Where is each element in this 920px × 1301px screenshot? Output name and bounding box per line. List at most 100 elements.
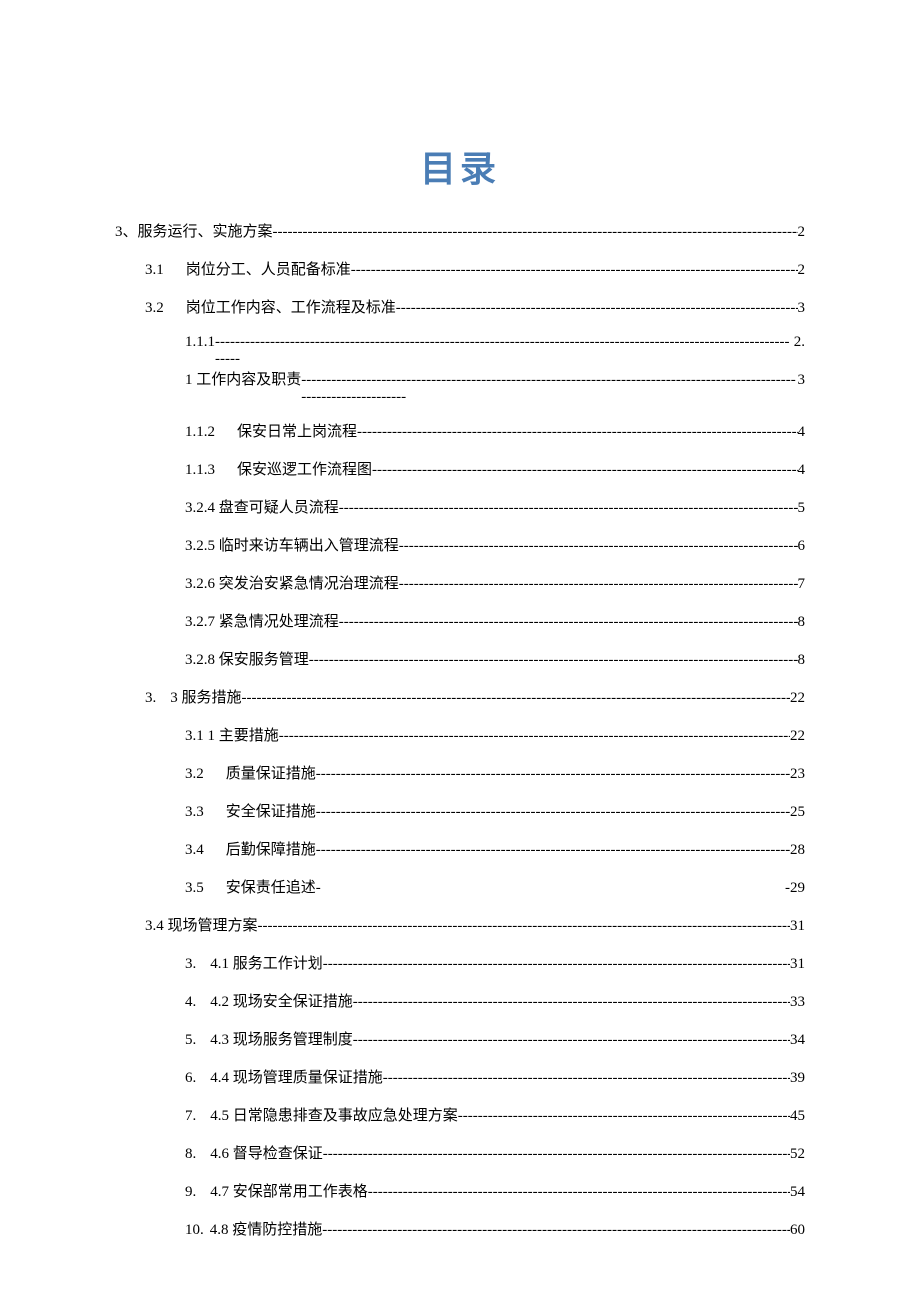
toc-entry-number: 3.1 <box>145 262 164 278</box>
toc-entry: 10.4.8 疫情防控措施 60 <box>115 1218 805 1242</box>
toc-entry-page: -29 <box>785 876 805 900</box>
toc-entry-page: 39 <box>790 1066 805 1090</box>
toc-entry-label: 3.2岗位工作内容、工作流程及标准 <box>145 296 396 320</box>
toc-entry-number: 3. <box>185 956 196 972</box>
toc-leader <box>242 686 790 710</box>
toc-entry-label: 6.4.4 现场管理质量保证措施 <box>185 1066 383 1090</box>
toc-leader <box>357 420 797 444</box>
toc-entry: 1.1.3保安巡逻工作流程图 4 <box>115 458 805 482</box>
toc-entry-label: 3.4后勤保障措施 <box>185 838 316 862</box>
toc-leader <box>396 296 798 320</box>
toc-leader <box>399 572 798 596</box>
toc-leader <box>258 914 790 938</box>
toc-leader <box>399 534 798 558</box>
toc-entry-page: 2 <box>798 220 806 244</box>
toc-entry-label: 4.4.2 现场安全保证措施 <box>185 990 353 1014</box>
toc-leader <box>322 1218 790 1242</box>
toc-leader <box>309 648 798 672</box>
toc-entry-page: 28 <box>790 838 805 862</box>
toc-entry: 3.2岗位工作内容、工作流程及标准 3 <box>115 296 805 320</box>
toc-entry-label: 3.2.4 盘查可疑人员流程 <box>185 496 339 520</box>
toc-leader <box>353 990 790 1014</box>
toc-entry: 3、服务运行、实施方案 2 <box>115 220 805 244</box>
toc-leader <box>368 1180 790 1204</box>
toc-leader <box>279 724 790 748</box>
toc-entry-label: 8.4.6 督导检查保证 <box>185 1142 323 1166</box>
toc-entry: 3.1 1 主要措施 22 <box>115 724 805 748</box>
toc-entry-number: 3.2 <box>145 300 164 316</box>
toc-entry: 3.4 现场管理方案 31 <box>115 914 805 938</box>
toc-entry-number: 3.2 <box>185 766 204 782</box>
toc-entry-number: 9. <box>185 1184 196 1200</box>
toc-leader <box>301 372 797 406</box>
toc-entry-label: 9.4.7 安保部常用工作表格 <box>185 1180 368 1204</box>
toc-entry: 3.4后勤保障措施 28 <box>115 838 805 862</box>
toc-entry: 3.3安全保证措施 25 <box>115 800 805 824</box>
toc-entry: 3.1岗位分工、人员配备标准 2 <box>115 258 805 282</box>
toc-entry-page: 31 <box>790 914 805 938</box>
toc-entry-page: 22 <box>790 724 805 748</box>
toc-leader <box>339 496 798 520</box>
toc-entry-page: 54 <box>790 1180 805 1204</box>
toc-entry-number: 4. <box>185 994 196 1010</box>
toc-entry-label: 3.2.8 保安服务管理 <box>185 648 309 672</box>
toc-entry-label: 3.5安保责任追述- <box>185 876 321 900</box>
toc-leader <box>316 762 790 786</box>
toc-entry-number: 3.3 <box>185 804 204 820</box>
toc-entry-page: 6 <box>798 534 806 558</box>
toc-entry-page: 52 <box>790 1142 805 1166</box>
toc-entry: 3.2.4 盘查可疑人员流程 5 <box>115 496 805 520</box>
toc-entry-label: 3.3安全保证措施 <box>185 800 316 824</box>
toc-entry-number: 10. <box>185 1222 204 1238</box>
toc-entry-label: 1.1.2保安日常上岗流程 <box>185 420 357 444</box>
toc-leader <box>273 220 798 244</box>
toc-entry-page: 3 <box>798 372 806 389</box>
toc-entry-label: 1.1.1 <box>185 334 215 351</box>
toc-entry-page: 25 <box>790 800 805 824</box>
toc-entry-label: 10.4.8 疫情防控措施 <box>185 1218 322 1242</box>
toc-entry-label: 3.2.6 突发治安紧急情况治理流程 <box>185 572 399 596</box>
toc-entry: 4.4.2 现场安全保证措施 33 <box>115 990 805 1014</box>
toc-entry-label: 3、服务运行、实施方案 <box>115 220 273 244</box>
toc-entry-page: 33 <box>790 990 805 1014</box>
toc-entry: 8.4.6 督导检查保证 52 <box>115 1142 805 1166</box>
toc-entry: 3.2.6 突发治安紧急情况治理流程 7 <box>115 572 805 596</box>
toc-entry-label: 3.4 现场管理方案 <box>145 914 258 938</box>
toc-entry: 9.4.7 安保部常用工作表格 54 <box>115 1180 805 1204</box>
toc-entry-number: 6. <box>185 1070 196 1086</box>
toc-entry-page: 31 <box>790 952 805 976</box>
toc-entry-label: 5.4.3 现场服务管理制度 <box>185 1028 353 1052</box>
toc-entry: 6.4.4 现场管理质量保证措施 39 <box>115 1066 805 1090</box>
toc-entry: 3.2.7 紧急情况处理流程 8 <box>115 610 805 634</box>
toc-entry-page: 23 <box>790 762 805 786</box>
toc-entry-page: 2 <box>798 258 806 282</box>
toc-container: 3、服务运行、实施方案 23.1岗位分工、人员配备标准 23.2岗位工作内容、工… <box>115 220 805 1242</box>
toc-entry: 3.5安保责任追述- -29 <box>115 876 805 900</box>
toc-leader <box>383 1066 790 1090</box>
toc-entry-label: 3.2.5 临时来访车辆出入管理流程 <box>185 534 399 558</box>
toc-entry: 3.2.8 保安服务管理 8 <box>115 648 805 672</box>
toc-entry-number: 3. <box>145 690 156 706</box>
toc-entry-number: 1.1.3 <box>185 462 215 478</box>
toc-entry-label: 3.4.1 服务工作计划 <box>185 952 323 976</box>
toc-entry-page: 8 <box>798 648 806 672</box>
toc-entry-page: 4 <box>798 458 806 482</box>
toc-entry-number: 8. <box>185 1146 196 1162</box>
toc-entry-page: 3 <box>798 296 806 320</box>
toc-leader <box>458 1104 790 1128</box>
toc-leader <box>339 610 798 634</box>
toc-entry-page: 60 <box>790 1218 805 1242</box>
toc-entry-page: 22 <box>790 686 805 710</box>
toc-entry-label: 7.4.5 日常隐患排查及事故应急处理方案 <box>185 1104 458 1128</box>
toc-entry-page: 7 <box>798 572 806 596</box>
toc-entry-label: 3.3 服务措施 <box>145 686 242 710</box>
toc-leader <box>323 1142 790 1166</box>
toc-entry: 3.4.1 服务工作计划 31 <box>115 952 805 976</box>
toc-entry-label: 1.1.3保安巡逻工作流程图 <box>185 458 372 482</box>
toc-entry-page: 2. <box>794 334 805 351</box>
toc-entry-label: 3.1岗位分工、人员配备标准 <box>145 258 351 282</box>
toc-entry-page: 5 <box>798 496 806 520</box>
toc-entry-number: 7. <box>185 1108 196 1124</box>
toc-entry-number: 1.1.2 <box>185 424 215 440</box>
toc-entry: 3.3 服务措施 22 <box>115 686 805 710</box>
